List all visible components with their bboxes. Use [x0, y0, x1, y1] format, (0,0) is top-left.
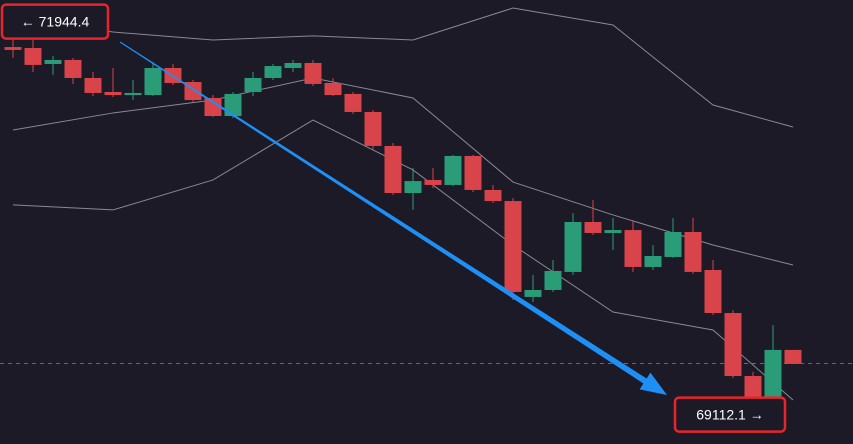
- annotation-box: [673, 396, 787, 433]
- candle-body: [584, 222, 602, 233]
- candle-body: [404, 181, 422, 194]
- candle-body: [604, 230, 622, 233]
- band-upper: [12, 7, 794, 128]
- trend-arrow: [119, 41, 667, 395]
- candle-body: [64, 59, 82, 78]
- candle-body: [24, 48, 42, 65]
- candle-body: [4, 47, 22, 50]
- candle-body: [84, 77, 102, 93]
- candle-body: [104, 91, 122, 96]
- annotation-box: [0, 3, 110, 40]
- candle-body: [144, 67, 162, 96]
- candle-body: [204, 97, 222, 116]
- candle-body: [304, 62, 322, 84]
- candle-body: [384, 145, 402, 194]
- candle-body: [324, 82, 342, 96]
- candle-body: [644, 255, 662, 267]
- candle-body: [284, 62, 302, 68]
- candle-body: [224, 93, 242, 116]
- candle-body: [424, 179, 442, 185]
- candle-body: [124, 92, 142, 96]
- candle-body: [484, 189, 502, 202]
- candle-body: [664, 231, 682, 257]
- candle-body: [444, 155, 462, 185]
- candle-body: [344, 93, 362, 112]
- candle-body: [704, 270, 722, 314]
- candle-body: [44, 59, 62, 64]
- candle-body: [544, 270, 562, 290]
- candle-body: [784, 349, 802, 364]
- annotation-label: 69112.1 →: [696, 406, 763, 422]
- candle-body: [564, 222, 582, 272]
- candle-body: [364, 111, 382, 146]
- candle-body: [504, 201, 522, 292]
- annotation-label: ← 71944.4: [21, 13, 90, 29]
- candle-body: [724, 313, 742, 377]
- candle-body: [524, 289, 542, 297]
- candle-body: [464, 155, 482, 190]
- band-lower: [12, 119, 794, 401]
- candle-body: [624, 230, 642, 267]
- candle-body: [244, 77, 262, 92]
- candle-body: [684, 231, 702, 272]
- candle-body: [264, 66, 282, 78]
